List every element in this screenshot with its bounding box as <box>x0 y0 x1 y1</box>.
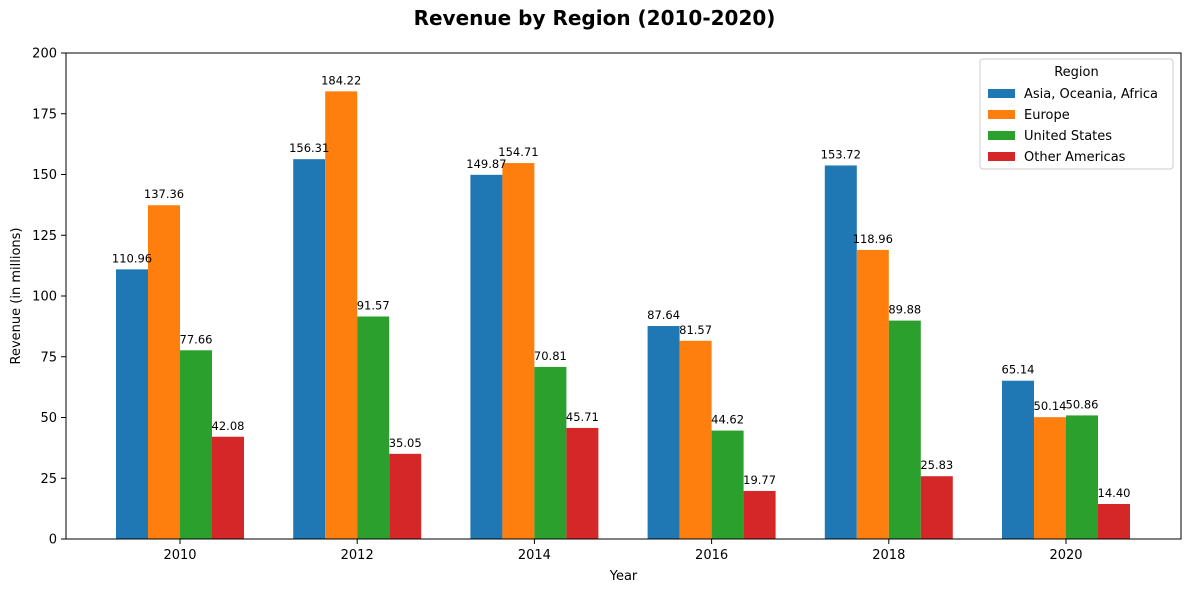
x-axis-label: Year <box>609 569 638 584</box>
legend-swatch <box>988 152 1015 161</box>
data-label: 77.66 <box>180 332 213 346</box>
bar-2018-series-0 <box>824 165 857 539</box>
chart-title: Revenue by Region (2010-2020) <box>414 6 776 30</box>
bar-2016-series-0 <box>647 326 680 539</box>
y-tick-label: 100 <box>32 290 57 305</box>
data-label: 44.62 <box>711 413 744 427</box>
legend-swatch <box>988 89 1015 98</box>
bar-2018-series-2 <box>888 320 921 539</box>
bars-layer <box>116 91 1130 540</box>
legend: Region Asia, Oceania, Africa Europe United … <box>979 58 1174 170</box>
legend-swatch <box>988 131 1015 140</box>
legend-box <box>979 58 1174 170</box>
data-label: 50.86 <box>1066 397 1099 411</box>
bar-2016-series-3 <box>743 490 776 539</box>
x-tick-label: 2014 <box>518 548 551 563</box>
data-label: 45.71 <box>566 410 599 424</box>
legend-entry: United States <box>1024 129 1112 144</box>
data-label: 149.87 <box>466 157 506 171</box>
x-tick-label: 2010 <box>163 548 196 563</box>
data-label: 137.36 <box>144 187 184 201</box>
data-labels-layer: 110.96 156.31 149.87 87.64 153.72 65.14 137.36… <box>112 73 1131 500</box>
bar-2010-series-3 <box>212 436 244 539</box>
data-label: 154.71 <box>498 145 538 159</box>
bar-2016-series-2 <box>711 430 744 539</box>
bar-2010-series-0 <box>116 269 148 539</box>
bar-2014-series-3 <box>566 427 599 539</box>
bar-2014-series-2 <box>534 366 567 539</box>
bar-2020-series-3 <box>1098 504 1130 539</box>
data-label: 25.83 <box>920 458 953 472</box>
bar-2016-series-1 <box>679 340 712 539</box>
bar-2014-series-1 <box>502 163 535 540</box>
data-label: 81.57 <box>679 323 712 337</box>
legend-swatch <box>988 110 1015 119</box>
axes-layer: 0 25 50 75 100 125 150 175 200 2010 2012 2014 2016 20… <box>32 47 1182 563</box>
data-label: 153.72 <box>821 147 861 161</box>
bar-2012-series-1 <box>325 91 358 539</box>
bar-2012-series-3 <box>389 453 422 539</box>
data-label: 65.14 <box>1002 363 1035 377</box>
bar-2020-series-1 <box>1034 417 1066 539</box>
x-tick-label: 2020 <box>1049 548 1082 563</box>
y-tick-label: 175 <box>32 107 57 122</box>
data-label: 118.96 <box>853 232 893 246</box>
bar-2014-series-0 <box>470 174 503 539</box>
bar-2018-series-3 <box>920 476 953 539</box>
bar-2010-series-2 <box>180 350 212 539</box>
data-label: 184.22 <box>321 73 361 87</box>
legend-title: Region <box>1054 65 1099 80</box>
bar-2012-series-0 <box>293 159 326 540</box>
bar-2012-series-2 <box>357 316 390 539</box>
data-label: 42.08 <box>212 419 245 433</box>
bar-2020-series-0 <box>1002 380 1034 539</box>
y-tick-label: 200 <box>32 47 57 62</box>
y-tick-label: 75 <box>40 350 57 365</box>
data-label: 70.81 <box>534 349 567 363</box>
y-tick-label: 50 <box>40 411 57 426</box>
y-tick-label: 125 <box>32 229 57 244</box>
data-label: 19.77 <box>743 473 776 487</box>
data-label: 35.05 <box>389 436 422 450</box>
legend-entry: Other Americas <box>1024 150 1126 165</box>
data-label: 50.14 <box>1034 399 1067 413</box>
y-tick-label: 150 <box>32 168 57 183</box>
y-tick-label: 25 <box>40 472 57 487</box>
data-label: 89.88 <box>888 303 921 317</box>
data-label: 87.64 <box>647 308 680 322</box>
data-label: 91.57 <box>357 298 390 312</box>
legend-entry: Europe <box>1024 108 1070 123</box>
data-label: 14.40 <box>1098 486 1131 500</box>
legend-entry: Asia, Oceania, Africa <box>1024 87 1158 102</box>
data-label: 156.31 <box>289 141 329 155</box>
bar-2020-series-2 <box>1066 415 1098 539</box>
x-tick-label: 2012 <box>341 548 374 563</box>
x-tick-label: 2018 <box>872 548 905 563</box>
x-tick-label: 2016 <box>695 548 728 563</box>
bar-2018-series-1 <box>856 249 889 539</box>
data-label: 110.96 <box>112 251 152 265</box>
y-axis-label: Revenue (in millions) <box>9 228 24 365</box>
y-tick-label: 0 <box>49 533 57 548</box>
bar-2010-series-1 <box>148 205 180 539</box>
